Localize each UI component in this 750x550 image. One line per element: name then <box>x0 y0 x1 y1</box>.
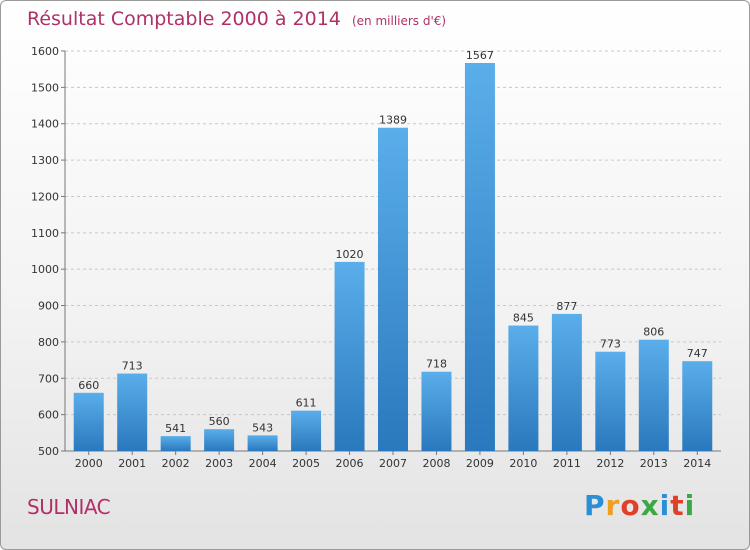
x-tick-label: 2003 <box>205 457 233 470</box>
x-tick-label: 2013 <box>640 457 668 470</box>
y-tick-label: 800 <box>38 336 59 349</box>
data-label: 747 <box>687 347 708 360</box>
bar <box>204 429 235 451</box>
y-tick-label: 1500 <box>31 81 59 94</box>
data-label: 877 <box>556 300 577 313</box>
y-tick-label: 900 <box>38 300 59 313</box>
logo-letter: i <box>659 489 671 522</box>
bar <box>73 392 104 451</box>
data-label: 773 <box>600 338 621 351</box>
bar <box>160 436 191 451</box>
data-label: 560 <box>209 415 230 428</box>
bar <box>682 361 713 451</box>
bar <box>247 435 278 451</box>
y-tick-label: 600 <box>38 409 59 422</box>
data-label: 1389 <box>379 114 407 127</box>
data-label: 806 <box>643 326 664 339</box>
data-label: 1020 <box>336 248 364 261</box>
data-label: 543 <box>252 421 273 434</box>
bar <box>117 373 148 451</box>
x-tick-label: 2005 <box>292 457 320 470</box>
x-tick-label: 2010 <box>509 457 537 470</box>
chart-title-block: Résultat Comptable 2000 à 2014 (en milli… <box>27 8 446 30</box>
bar <box>464 63 495 451</box>
bar <box>421 371 452 451</box>
chart-unit: (en milliers d'€) <box>351 14 447 28</box>
data-label: 660 <box>78 379 99 392</box>
x-tick-label: 2001 <box>118 457 146 470</box>
logo-letter: t <box>670 489 685 522</box>
x-tick-label: 2004 <box>249 457 277 470</box>
bar <box>378 127 408 452</box>
x-tick-label: 2007 <box>379 457 407 470</box>
chart-title: Résultat Comptable 2000 à 2014 <box>27 8 341 30</box>
data-label: 713 <box>122 360 143 373</box>
y-tick-label: 1200 <box>31 190 59 203</box>
x-tick-label: 2012 <box>596 457 624 470</box>
logo-letter: r <box>605 489 621 522</box>
x-tick-label: 2000 <box>75 457 103 470</box>
y-tick-label: 1400 <box>31 118 59 131</box>
bar <box>508 325 539 451</box>
data-label: 611 <box>296 397 317 410</box>
y-tick-label: 1600 <box>31 45 59 58</box>
x-tick-label: 2009 <box>466 457 494 470</box>
logo-letter: x <box>640 489 660 522</box>
bar <box>334 261 365 451</box>
x-tick-label: 2006 <box>336 457 364 470</box>
location-label: SULNIAC <box>27 495 111 519</box>
logo-letter: P <box>584 489 606 522</box>
y-tick-label: 1300 <box>31 154 59 167</box>
bar <box>595 351 626 451</box>
bar <box>638 339 669 451</box>
bar <box>291 410 322 451</box>
x-tick-label: 2011 <box>553 457 581 470</box>
data-label: 718 <box>426 358 447 371</box>
y-tick-label: 700 <box>38 372 59 385</box>
data-label: 541 <box>165 422 186 435</box>
bar <box>551 313 582 451</box>
logo-letter: i <box>684 489 696 522</box>
y-tick-label: 500 <box>38 445 59 458</box>
logo-letter: o <box>620 489 641 522</box>
proxiti-logo: Proxiti <box>584 489 695 522</box>
y-tick-label: 1100 <box>31 227 59 240</box>
y-tick-label: 1000 <box>31 263 59 276</box>
x-tick-label: 2014 <box>683 457 711 470</box>
x-tick-label: 2008 <box>422 457 450 470</box>
x-tick-label: 2002 <box>162 457 190 470</box>
data-label: 845 <box>513 312 534 325</box>
data-label: 1567 <box>466 49 494 62</box>
